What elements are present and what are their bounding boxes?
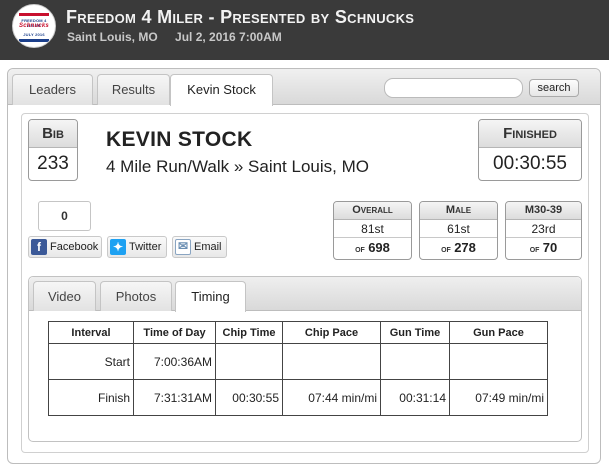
- division-of-label: of: [529, 244, 540, 255]
- cell-time-of-day: 7:00:36AM: [133, 343, 216, 380]
- cell-chip-time: 00:30:55: [215, 379, 283, 416]
- cell-interval: Finish: [48, 379, 134, 416]
- overall-of-label: of: [355, 244, 365, 255]
- search-input[interactable]: [384, 78, 523, 98]
- runner-name: KEVIN STOCK: [106, 128, 253, 151]
- logo-line-1: FREEDOM 4 MILER: [21, 18, 47, 28]
- email-label: Email: [194, 241, 222, 253]
- race-info: 4 Mile Run/Walk » Saint Louis, MO: [106, 157, 369, 176]
- detail-tabbar: Video Photos Timing: [29, 277, 581, 312]
- tab-results[interactable]: Results: [97, 74, 170, 105]
- logo-stripe-bottom: [19, 39, 49, 42]
- results-panel: Leaders Results Kevin Stock search Bib 2…: [7, 68, 601, 464]
- overall-total-value: 698: [368, 240, 390, 255]
- male-stat-box: Male 61st of 278: [419, 201, 498, 260]
- table-row: Finish 7:31:31AM 00:30:55 07:44 min/mi 0…: [48, 379, 548, 416]
- finished-label: Finished: [479, 120, 581, 148]
- table-row: Start 7:00:36AM: [48, 343, 548, 380]
- logo-stripe: [19, 13, 49, 16]
- col-chip-time: Chip Time: [215, 321, 283, 344]
- twitter-icon: ✦: [110, 239, 126, 255]
- tab-photos[interactable]: Photos: [100, 281, 172, 311]
- col-chip-pace: Chip Pace: [282, 321, 381, 344]
- event-title: Freedom 4 Miler - Presented by Schnucks: [66, 7, 415, 27]
- tab-leaders[interactable]: Leaders: [12, 74, 93, 105]
- twitter-label: Twitter: [129, 241, 162, 253]
- division-total: of 70: [506, 238, 581, 258]
- facebook-icon: f: [31, 239, 47, 255]
- overall-label: Overall: [334, 202, 411, 220]
- bib-number: 233: [37, 153, 69, 174]
- cell-gun-pace: 07:49 min/mi: [449, 379, 548, 416]
- overall-stat-box: Overall 81st of 698: [333, 201, 412, 260]
- overall-total: of 698: [334, 238, 411, 258]
- male-total-value: 278: [454, 240, 476, 255]
- runner-card: Bib 233 KEVIN STOCK 4 Mile Run/Walk » Sa…: [21, 113, 589, 453]
- cell-gun-time: [380, 343, 450, 380]
- logo-line-2: Schnucks: [19, 23, 49, 29]
- division-label: M30-39: [506, 202, 581, 220]
- twitter-share-button[interactable]: ✦ Twitter: [107, 236, 167, 258]
- search-button[interactable]: search: [529, 79, 579, 97]
- col-time-of-day: Time of Day: [133, 321, 216, 344]
- main-tabbar: Leaders Results Kevin Stock search: [8, 69, 600, 106]
- bib-label: Bib: [29, 120, 77, 148]
- event-location: Saint Louis, MO: [67, 30, 158, 44]
- event-datetime: Jul 2, 2016 7:00AM: [175, 30, 282, 44]
- tab-kevin-stock[interactable]: Kevin Stock: [170, 74, 273, 106]
- finished-box: Finished 00:30:55: [478, 119, 582, 181]
- page-header: FREEDOM 4 MILER Schnucks JULY 2016 Freed…: [0, 0, 609, 60]
- facebook-share-button[interactable]: f Facebook: [28, 236, 102, 258]
- race-logo-icon: FREEDOM 4 MILER Schnucks JULY 2016: [12, 4, 56, 48]
- col-gun-pace: Gun Pace: [449, 321, 548, 344]
- finish-time: 00:30:55: [493, 153, 567, 174]
- facebook-label: Facebook: [50, 241, 99, 253]
- male-of-label: of: [441, 244, 451, 255]
- overall-place: 81st: [334, 220, 411, 238]
- logo-line-3: JULY 2016: [23, 32, 45, 37]
- cell-gun-time: 00:31:14: [380, 379, 450, 416]
- tab-timing[interactable]: Timing: [175, 281, 246, 312]
- timing-header-row: Interval Time of Day Chip Time Chip Pace…: [48, 321, 548, 344]
- cell-gun-pace: [449, 343, 548, 380]
- email-icon: ✉: [175, 239, 191, 255]
- cell-chip-pace: 07:44 min/mi: [282, 379, 381, 416]
- event-subtitle: Saint Louis, MO Jul 2, 2016 7:00AM: [67, 30, 296, 44]
- col-interval: Interval: [48, 321, 134, 344]
- cell-interval: Start: [48, 343, 134, 380]
- email-share-button[interactable]: ✉ Email: [172, 236, 227, 258]
- division-place: 23rd: [506, 220, 581, 238]
- detail-panel: Video Photos Timing Interval Time of Day…: [28, 276, 582, 442]
- timing-table: Interval Time of Day Chip Time Chip Pace…: [48, 321, 548, 416]
- division-total-value: 70: [542, 240, 558, 255]
- male-label: Male: [420, 202, 497, 220]
- col-gun-time: Gun Time: [380, 321, 450, 344]
- bib-box: Bib 233: [28, 119, 78, 181]
- male-total: of 278: [420, 238, 497, 258]
- cell-chip-pace: [282, 343, 381, 380]
- cell-time-of-day: 7:31:31AM: [133, 379, 216, 416]
- cell-chip-time: [215, 343, 283, 380]
- male-place: 61st: [420, 220, 497, 238]
- tab-video[interactable]: Video: [33, 281, 96, 311]
- share-count: 0: [38, 201, 91, 231]
- division-stat-box: M30-39 23rd of 70: [505, 201, 582, 260]
